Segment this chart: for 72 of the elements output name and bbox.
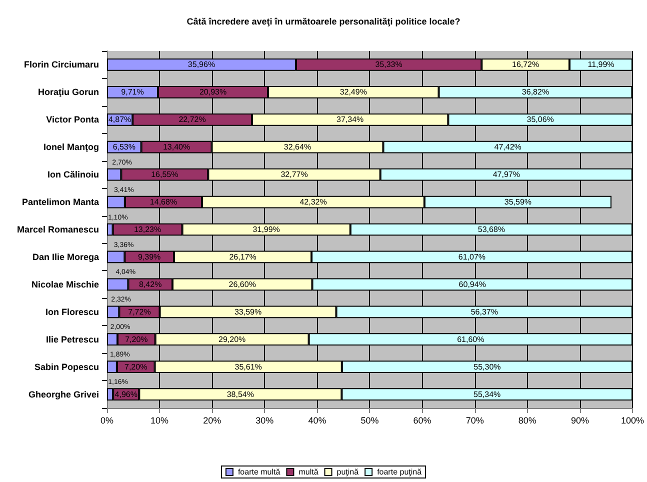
data-label: 7,20% xyxy=(125,334,148,344)
data-label: 53,68% xyxy=(478,225,506,234)
data-label: 33,59% xyxy=(234,307,262,316)
data-label: 13,40% xyxy=(162,142,190,152)
chart-title: Câtă încredere aveţi în următoarele personalităţi politice locale? xyxy=(186,16,460,26)
data-label: 11,99% xyxy=(588,60,614,70)
data-label: 29,20% xyxy=(218,334,246,344)
data-label: 9,71% xyxy=(121,88,144,97)
data-label: 37,34% xyxy=(336,115,364,124)
data-label: 32,49% xyxy=(340,88,367,97)
data-label: 38,54% xyxy=(226,390,254,399)
data-label: 35,06% xyxy=(526,115,554,124)
data-label: 61,07% xyxy=(458,252,486,262)
y-tick-label: Pantelimon Manta xyxy=(22,197,100,208)
data-label: 7,20% xyxy=(124,362,148,372)
y-tick-label: Sabin Popescu xyxy=(34,362,99,372)
data-label: 47,97% xyxy=(492,170,520,180)
y-tick-label: Ion Călinoiu xyxy=(48,170,99,180)
data-label: 7,72% xyxy=(128,307,151,316)
data-label: 13,23% xyxy=(134,225,162,234)
x-tick-label: 40% xyxy=(308,416,326,426)
data-label: 42,32% xyxy=(300,198,327,207)
data-label: 55,34% xyxy=(474,390,501,399)
data-label: 36,82% xyxy=(522,88,550,97)
data-label: 31,99% xyxy=(252,225,280,234)
legend-label: foarte multă xyxy=(238,468,281,476)
y-tick-label: Marcel Romanescu xyxy=(16,224,99,234)
data-label: 35,61% xyxy=(234,362,262,372)
x-tick-label: 70% xyxy=(466,416,484,426)
x-tick-label: 100% xyxy=(620,416,644,426)
data-label: 56,37% xyxy=(470,307,498,316)
legend-label: multă xyxy=(298,468,319,476)
data-label: 14,68% xyxy=(150,198,178,207)
data-label: 6,53% xyxy=(112,142,136,152)
data-label: 55,30% xyxy=(474,362,501,372)
x-tick-label: 0% xyxy=(100,416,114,426)
legend-label: puţină xyxy=(336,468,360,476)
x-tick-label: 20% xyxy=(203,416,222,426)
data-label: 16,72% xyxy=(512,60,540,70)
y-tick-label: Horaţiu Gorun xyxy=(38,87,99,98)
y-tick-label: Ion Florescu xyxy=(45,306,99,317)
data-label: 26,60% xyxy=(228,280,256,289)
data-label: 4,96% xyxy=(114,390,138,399)
legend-label: foarte puţină xyxy=(377,468,422,476)
y-tick-label: Dan Ilie Morega xyxy=(32,252,100,262)
y-tick-label: Florin Circiumaru xyxy=(24,60,99,70)
x-tick-label: 30% xyxy=(256,416,274,426)
data-label: 4,87% xyxy=(108,115,132,124)
data-label: 32,64% xyxy=(284,142,312,152)
data-label: 32,77% xyxy=(280,170,308,180)
data-label: 16,55% xyxy=(151,170,178,180)
x-tick-label: 50% xyxy=(360,416,379,426)
data-label: 35,96% xyxy=(188,60,216,70)
data-label: 35,59% xyxy=(504,198,532,207)
y-tick-label: Victor Ponta xyxy=(46,114,100,125)
y-tick-label: Gheorghe Grivei xyxy=(28,389,99,400)
data-label: 60,94% xyxy=(458,280,486,289)
data-label: 9,39% xyxy=(138,252,161,262)
y-tick-label: Ionel Manţog xyxy=(44,142,99,152)
data-label: 61,60% xyxy=(457,334,484,344)
data-label: 22,72% xyxy=(178,115,206,124)
data-label: 47,42% xyxy=(494,142,522,152)
x-tick-label: 60% xyxy=(413,416,432,426)
y-tick-label: Ilie Petrescu xyxy=(46,334,99,344)
data-label: 35,33% xyxy=(375,60,402,70)
data-label: 8,42% xyxy=(139,280,162,289)
x-tick-label: 10% xyxy=(150,416,169,426)
data-label: 26,17% xyxy=(229,252,256,262)
x-tick-label: 90% xyxy=(570,416,589,426)
data-label: 20,93% xyxy=(199,88,227,97)
y-tick-label: Nicolae Mischie xyxy=(31,279,99,290)
x-tick-label: 80% xyxy=(518,416,536,426)
